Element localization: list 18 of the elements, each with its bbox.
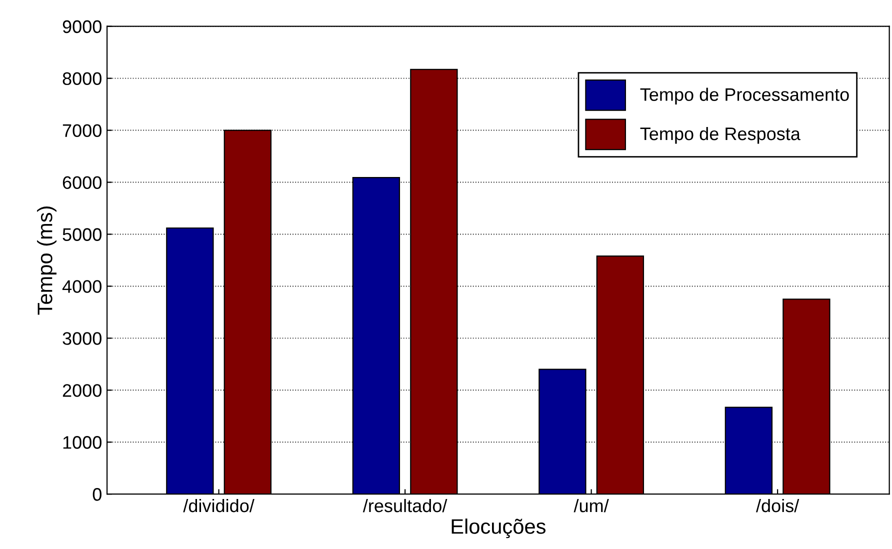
y-tick-label: 2000 <box>62 384 102 397</box>
legend-label: Tempo de Resposta <box>640 126 800 144</box>
y-tick-label: 8000 <box>62 72 102 86</box>
y-tick-label: 1000 <box>63 436 102 449</box>
y-tick-label: 0 <box>92 488 102 501</box>
x-tick-label: /um/ <box>574 498 609 512</box>
x-tick-label: /resultado/ <box>362 498 448 512</box>
x-axis-title: Elocuções <box>452 518 546 538</box>
y-tick-label: 7000 <box>62 124 102 138</box>
y-axis-title: Tempo (ms) <box>37 206 56 315</box>
y-tick-label: 6000 <box>62 176 102 189</box>
x-tick-label: /dividido/ <box>183 498 254 512</box>
y-tick-label: 4000 <box>62 280 102 293</box>
y-tick-label: 9000 <box>62 20 102 34</box>
y-tick-label: 5000 <box>62 228 102 241</box>
legend-label: Tempo de Processamento <box>640 88 849 105</box>
y-tick-label: 3000 <box>62 332 102 345</box>
x-tick-label: /dois/ <box>756 498 800 512</box>
